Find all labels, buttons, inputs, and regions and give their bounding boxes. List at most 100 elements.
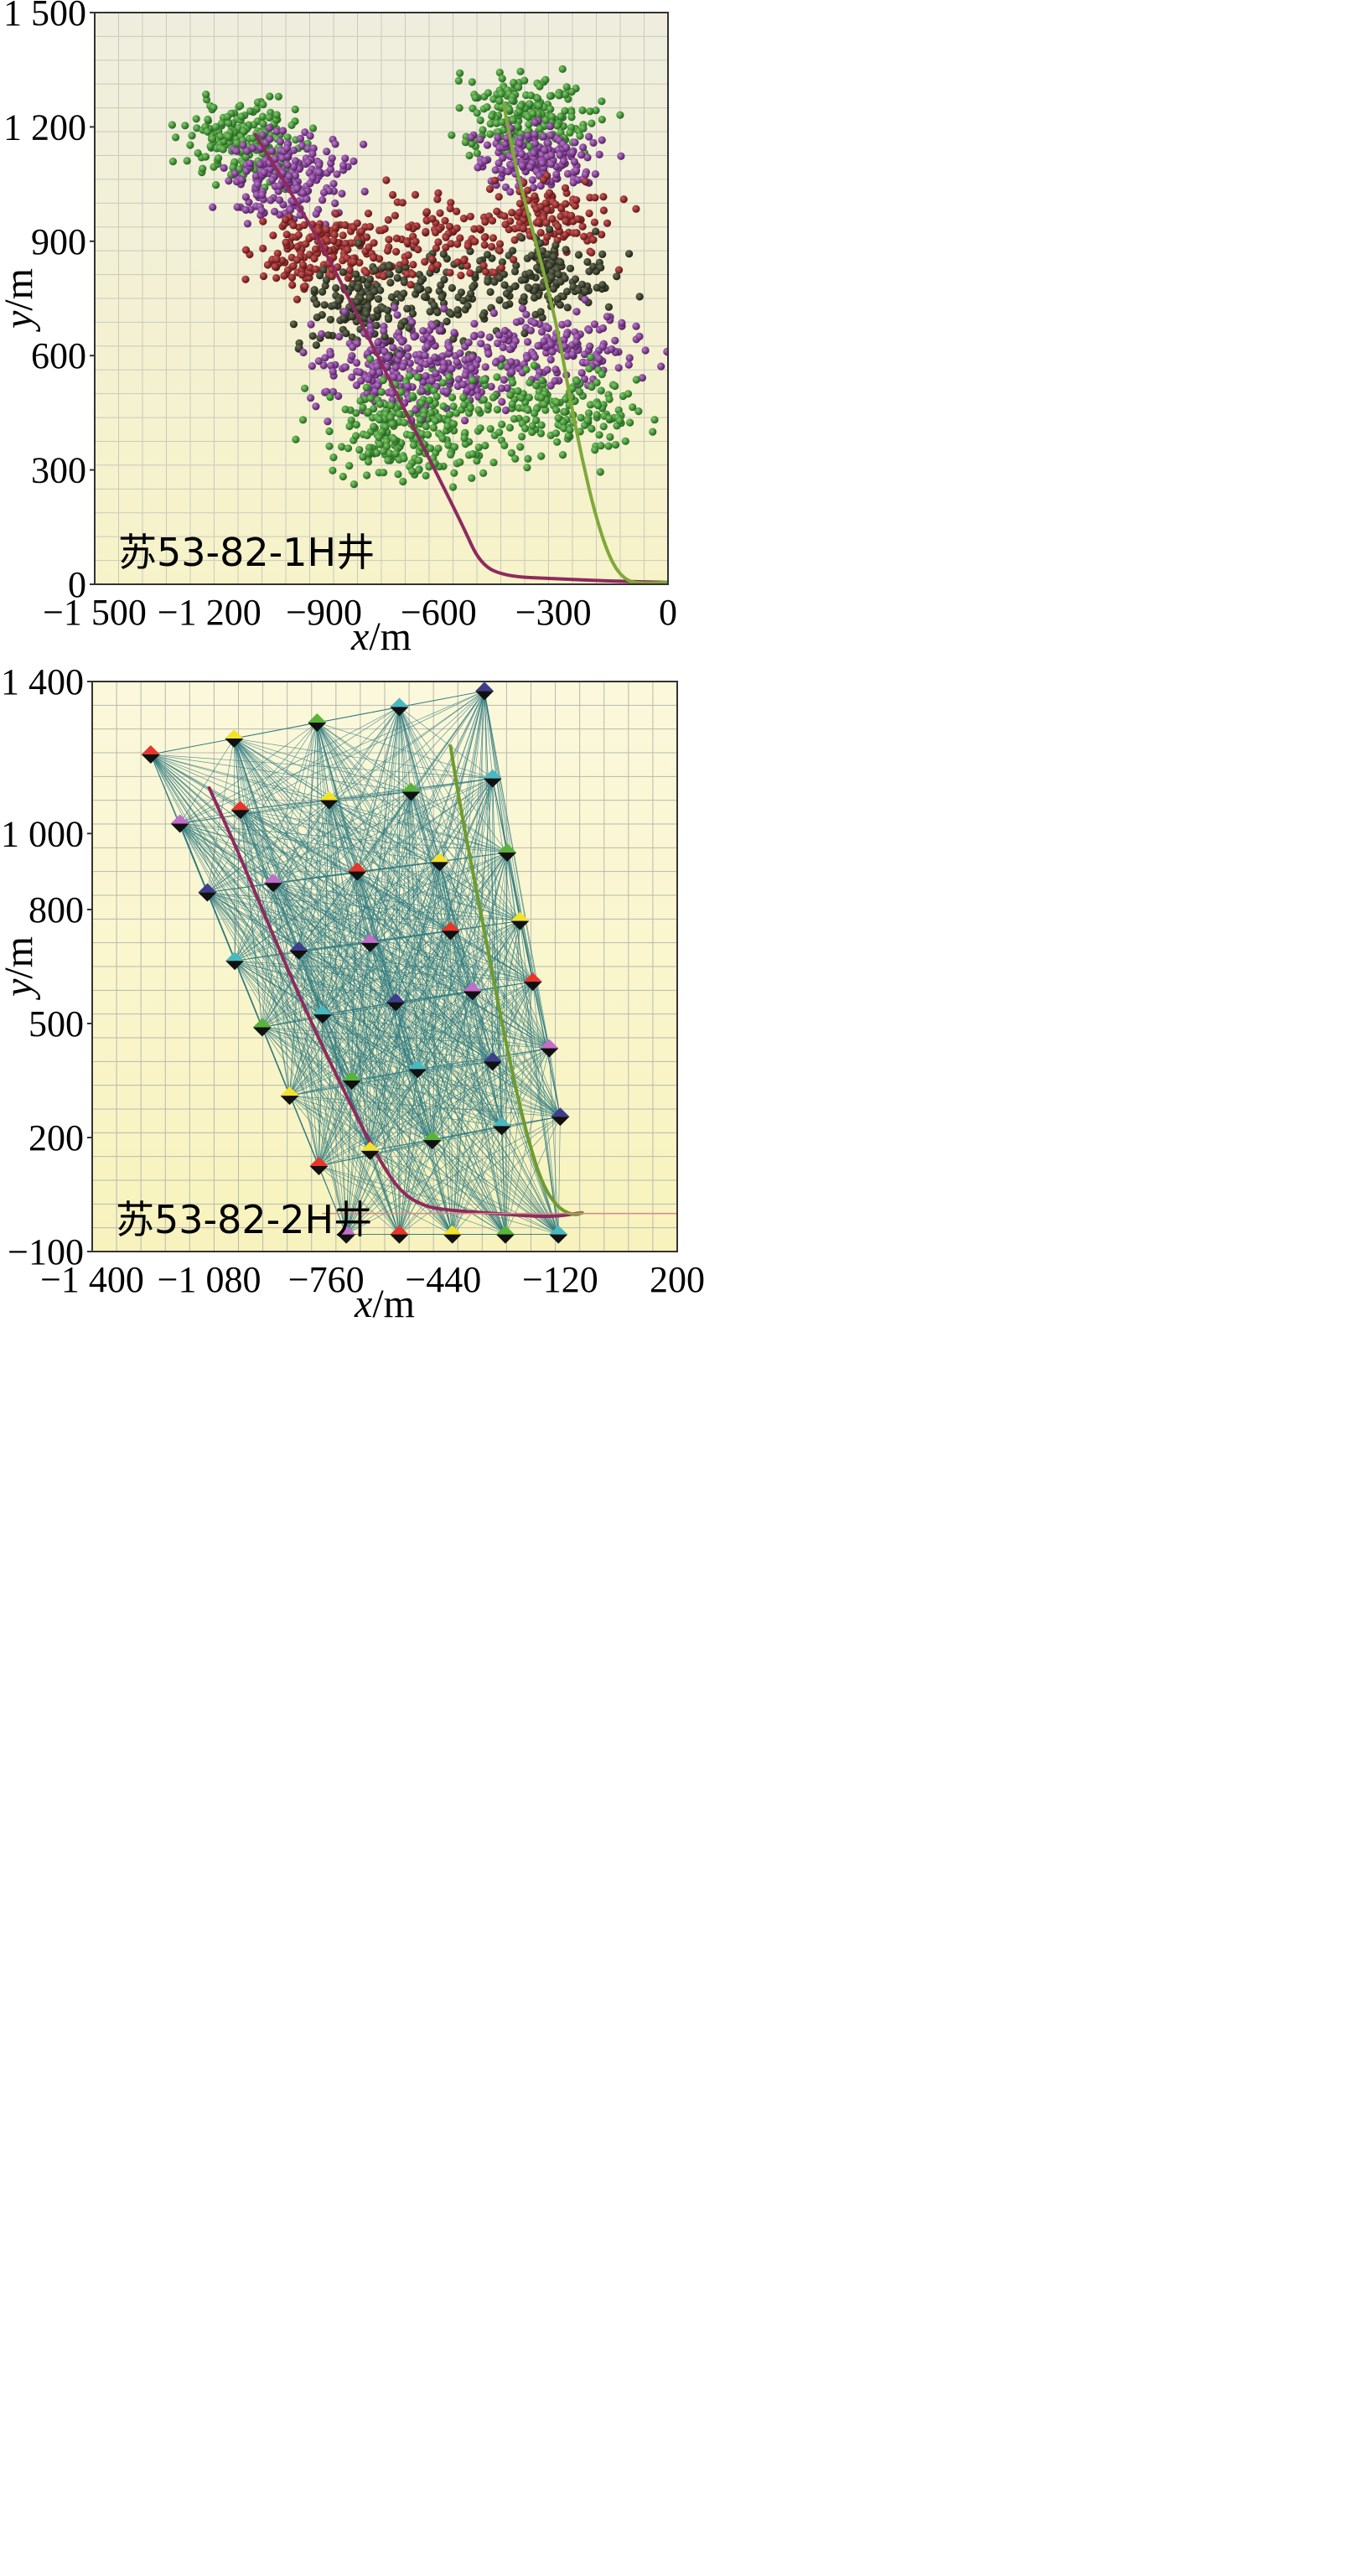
event-point <box>324 417 332 426</box>
event-point <box>449 420 458 428</box>
mesh-line <box>399 707 412 792</box>
event-point <box>318 196 327 205</box>
event-point <box>275 196 284 205</box>
station-node <box>386 993 406 1012</box>
mesh-line <box>234 810 241 961</box>
event-point <box>381 333 389 341</box>
node-top <box>386 993 406 1003</box>
mesh-line <box>370 942 473 992</box>
event-point <box>369 368 377 377</box>
event-point <box>321 354 329 362</box>
mesh-line <box>179 823 440 863</box>
mesh-line <box>370 942 506 1235</box>
event-point <box>629 403 637 412</box>
mesh-line <box>207 810 241 893</box>
event-point <box>423 431 432 439</box>
mesh-line <box>370 942 493 1062</box>
event-point <box>310 286 318 294</box>
node-bottom <box>523 982 542 992</box>
event-point <box>547 273 556 282</box>
mesh-line <box>450 930 502 1127</box>
event-point <box>433 308 442 317</box>
event-point <box>355 239 363 247</box>
event-point <box>266 92 274 101</box>
event-point <box>387 293 396 302</box>
node-bottom <box>390 1234 409 1244</box>
station-node <box>360 1141 380 1160</box>
event-point <box>520 76 529 85</box>
event-point <box>379 447 388 455</box>
station-node <box>523 972 542 992</box>
station-node <box>408 1060 427 1079</box>
event-point <box>586 107 594 116</box>
event-point <box>338 443 346 451</box>
event-point <box>246 159 254 168</box>
event-point <box>443 317 451 326</box>
node-top <box>401 782 421 792</box>
event-point <box>493 207 501 215</box>
event-point <box>353 219 361 227</box>
event-point <box>240 127 248 136</box>
y-tick-label: 1 400 <box>1 661 84 702</box>
event-point <box>350 257 358 267</box>
event-point <box>355 303 364 313</box>
event-point <box>290 146 298 154</box>
event-point <box>489 459 498 467</box>
event-point <box>268 176 277 184</box>
node-bottom <box>289 950 308 960</box>
event-point <box>199 164 207 173</box>
event-point <box>505 345 514 354</box>
event-point <box>624 390 633 398</box>
event-point <box>320 301 329 309</box>
event-point <box>381 225 389 233</box>
node-top <box>441 921 460 931</box>
event-point <box>377 388 386 397</box>
station-node <box>170 814 189 833</box>
mesh-line <box>357 871 550 1049</box>
node-bottom <box>463 991 482 1001</box>
mesh-line <box>357 791 412 872</box>
event-point <box>497 264 506 272</box>
event-point <box>585 209 593 218</box>
event-point <box>525 120 533 129</box>
event-point <box>567 113 576 122</box>
mesh-line <box>261 1027 352 1081</box>
event-point <box>442 233 450 241</box>
event-point <box>586 342 594 350</box>
event-point <box>635 332 644 340</box>
event-point <box>466 212 475 220</box>
event-point <box>453 258 462 267</box>
event-point <box>593 378 601 386</box>
mesh-line <box>289 991 473 1096</box>
event-point <box>583 257 592 267</box>
event-point <box>498 75 506 83</box>
event-point <box>298 189 308 197</box>
event-point <box>416 416 424 424</box>
event-point <box>568 350 577 359</box>
event-point <box>313 300 321 308</box>
event-point <box>298 416 308 424</box>
event-point <box>349 343 357 351</box>
event-point <box>251 172 260 180</box>
event-point <box>507 448 516 458</box>
event-point <box>530 293 539 302</box>
event-point <box>339 231 347 240</box>
event-point <box>616 417 624 425</box>
event-point <box>348 352 356 360</box>
event-point <box>551 241 560 250</box>
event-point <box>329 179 338 188</box>
event-point <box>311 245 320 253</box>
event-point <box>561 106 569 115</box>
event-point <box>546 225 554 234</box>
event-point <box>399 477 407 486</box>
event-point <box>486 288 495 296</box>
mesh-line <box>289 1095 432 1141</box>
mesh-line <box>289 930 451 1096</box>
event-point <box>409 261 417 269</box>
event-point <box>430 386 438 395</box>
event-point <box>499 343 507 351</box>
mesh-line <box>317 722 493 779</box>
y-axis-unit: /m <box>0 268 41 311</box>
event-point <box>532 381 541 390</box>
event-point <box>448 131 456 139</box>
